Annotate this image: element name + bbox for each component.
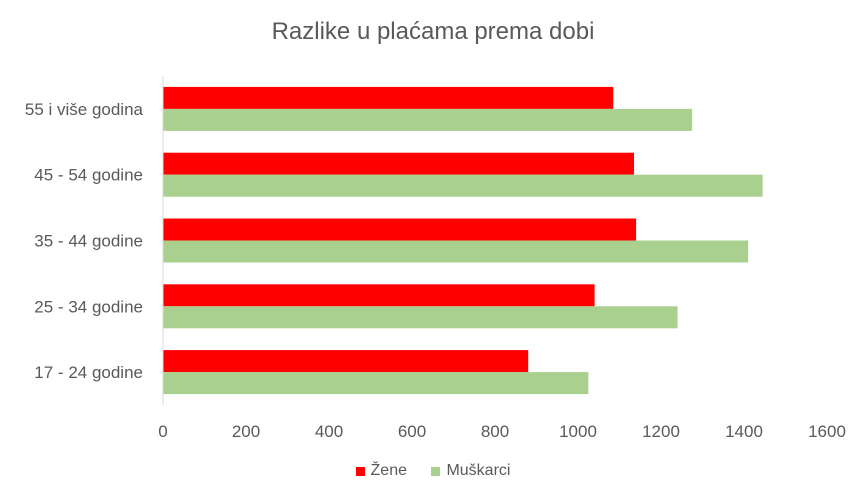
x-tick-label-5: 1000 [559,422,597,441]
legend-swatch-muskarci [431,466,441,476]
bar-zene-4 [163,86,614,109]
bar-muskarci-3 [163,174,763,197]
chart-title: Razlike u plaćama prema dobi [271,18,595,45]
value-tick-labels: 0 200 400 600 800 1000 1200 1400 1600 [158,422,846,441]
bar-muskarci-4 [163,108,693,131]
bar-muskarci-2 [163,240,749,263]
legend-label-zene: Žene [370,462,407,479]
bar-zene-3 [163,152,635,175]
legend-item-zene: Žene [355,462,407,480]
x-tick-label-1: 200 [232,422,260,441]
category-label-4: 55 i više godina [25,100,144,119]
bar-zene-0 [163,350,529,373]
x-tick-label-7: 1400 [725,422,763,441]
category-label-0: 17 - 24 godine [34,363,143,382]
bar-zene-1 [163,284,595,307]
category-labels: 17 - 24 godine 25 - 34 godine 35 - 44 godi… [25,100,144,382]
x-tick-label-8: 1600 [808,422,846,441]
x-tick-label-6: 1200 [642,422,680,441]
bar-zene-2 [163,218,637,241]
category-label-1: 25 - 34 godine [34,297,143,316]
legend: Žene Muškarci [0,462,866,481]
legend-label-muskarci: Muškarci [446,462,511,479]
bar-muskarci-1 [163,306,678,329]
x-tick-label-3: 600 [398,422,426,441]
x-tick-label-2: 400 [315,422,343,441]
x-tick-label-0: 0 [158,422,167,441]
legend-swatch-zene [355,466,365,476]
x-tick-label-4: 800 [481,422,509,441]
legend-item-muskarci: Muškarci [431,462,510,480]
category-label-3: 45 - 54 godine [34,166,143,185]
bars-group [163,86,763,395]
category-label-2: 35 - 44 godine [34,232,143,251]
bar-muskarci-0 [163,372,589,395]
